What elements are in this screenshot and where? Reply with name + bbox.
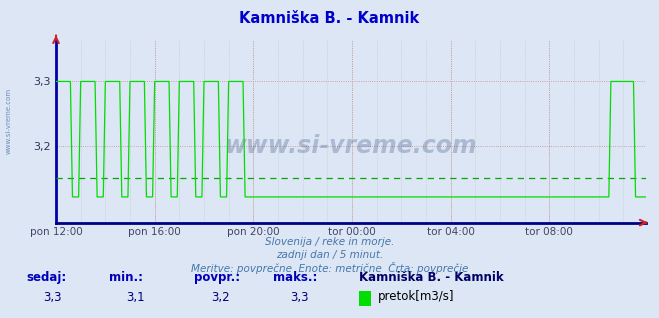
Text: Meritve: povprečne  Enote: metrične  Črta: povprečje: Meritve: povprečne Enote: metrične Črta:…	[191, 262, 468, 274]
Text: www.si-vreme.com: www.si-vreme.com	[225, 134, 477, 158]
Text: pretok[m3/s]: pretok[m3/s]	[378, 290, 454, 303]
Text: Kamniška B. - Kamnik: Kamniška B. - Kamnik	[359, 272, 503, 284]
Text: www.si-vreme.com: www.si-vreme.com	[5, 88, 12, 154]
Text: min.:: min.:	[109, 272, 143, 284]
Text: 3,3: 3,3	[291, 291, 309, 303]
Text: 3,3: 3,3	[43, 291, 62, 303]
Text: Kamniška B. - Kamnik: Kamniška B. - Kamnik	[239, 11, 420, 26]
Text: 3,2: 3,2	[212, 291, 230, 303]
Text: maks.:: maks.:	[273, 272, 318, 284]
Text: sedaj:: sedaj:	[26, 272, 67, 284]
Text: Slovenija / reke in morje.: Slovenija / reke in morje.	[265, 237, 394, 247]
Text: povpr.:: povpr.:	[194, 272, 241, 284]
Text: zadnji dan / 5 minut.: zadnji dan / 5 minut.	[276, 250, 383, 259]
Text: 3,1: 3,1	[126, 291, 144, 303]
